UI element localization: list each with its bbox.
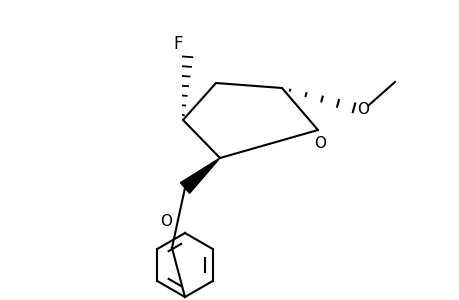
Text: F: F — [173, 35, 182, 53]
Text: O: O — [313, 136, 325, 152]
Text: O: O — [160, 214, 172, 230]
Polygon shape — [180, 158, 219, 193]
Text: O: O — [356, 103, 368, 118]
